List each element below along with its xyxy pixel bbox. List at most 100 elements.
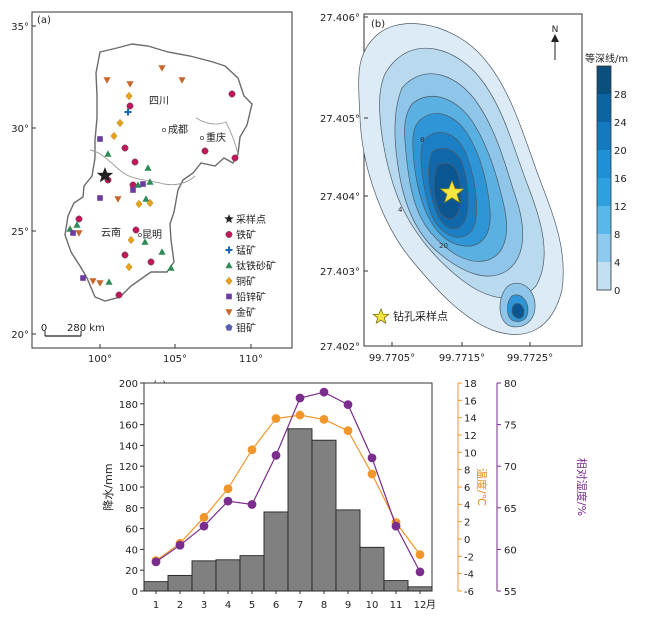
copper-ore-marker [116,118,124,128]
iron-ore-marker [115,291,123,299]
map-y-tick-label: 35° [11,22,29,33]
copper-ore-marker [127,235,135,245]
temperature-point [295,410,305,420]
panel-c-climate: (c) 020406080100120140160180200-6-4-2024… [101,379,589,611]
temp-axis-label: 温度/℃ [475,468,489,506]
iron-ore-marker [201,147,209,155]
precip-bar [215,559,241,592]
precip-tick-label: 120 [119,462,138,473]
precip-bar [311,439,337,592]
region-outline [64,43,253,302]
temp-tick-label: -6 [464,587,474,598]
iron-ore-marker [228,90,236,98]
panel-b-contour: (b) 4 8 20 N 钻孔采样点 27.406° 27.405° 27.404°… [320,13,628,364]
colorbar-band [597,262,611,291]
titanomagnetite-marker [142,195,150,202]
titanomagnetite-marker [141,238,149,245]
colorbar-tick-label: 20 [614,146,627,157]
colorbar-title: 等深线/m [585,52,628,65]
colorbar-tick-label: 28 [614,90,627,101]
sample-star-marker [96,167,114,183]
panel-a-label: (a) [37,15,51,26]
precip-bar [263,511,289,592]
contour-x-tick-label: 99.7705° [369,353,415,364]
copper-ore-marker [125,91,133,101]
precip-tick-label: 40 [125,545,138,556]
precip-tick-label: 20 [125,566,138,577]
map-markers [66,65,239,299]
month-tick-label: 9 [345,600,351,611]
temperature-point [367,469,377,479]
map-y-tick-label: 30° [11,124,29,135]
map-x-tick-label: 105° [163,354,187,365]
scale-bar-label: 280 km [67,323,105,334]
chengdu-dot [161,127,166,132]
copper-ore-marker [146,198,154,208]
legend-triangle-down-icon [225,309,233,316]
map-ticks: 35° 30° 25° 20° 100° 105° 110° [11,22,263,365]
month-tick-label: 4 [225,600,231,611]
temperature-point [415,550,425,559]
legend-diamond-icon [225,276,233,286]
temperature-point [319,415,329,424]
label-chengdu: 成都 [168,124,188,136]
map-x-tick-label: 110° [239,354,263,365]
legend-borehole-label: 钻孔采样点 [393,309,448,323]
precipitation-bars [143,428,433,592]
gold-ore-marker [126,81,134,88]
humidity-line [155,391,421,573]
colorbar-band [597,150,611,179]
legend-pentagon-icon [225,323,233,331]
gold-ore-marker [178,77,186,84]
legend-star-icon [372,308,390,324]
precip-bar [239,555,265,592]
temperature-line [155,414,421,562]
month-tick-label: 11 [390,600,403,611]
gold-ore-marker [158,65,166,72]
humidity-point [415,567,425,577]
colorbar-tick-label: 12 [614,202,627,213]
humidity-point [247,500,257,509]
titanomagnetite-marker [144,164,152,171]
north-label: N [552,25,559,35]
gold-ore-marker [114,196,122,203]
colorbar-band [597,66,611,95]
humidity-point [367,453,377,463]
label-kunming: 昆明 [142,229,162,241]
contour-label-4: 4 [398,206,403,214]
colorbar-band [597,94,611,123]
map-x-tick-label: 100° [88,354,112,365]
titanomagnetite-marker [66,225,74,232]
temp-tick-label: 4 [464,500,470,511]
gold-ore-marker [103,77,111,84]
month-tick-label: 1 [153,600,159,611]
colorbar-tick-label: 24 [614,118,627,129]
contour-y-tick-label: 27.403° [320,267,360,278]
legend-item-label: 钼矿 [236,322,256,335]
humidity-point [343,400,353,410]
contour-y-tick-label: 27.402° [320,342,360,353]
humidity-tick-label: 70 [504,462,517,473]
panel-b-label: (b) [371,19,385,30]
contour-label-20: 20 [439,242,448,250]
humidity-point [151,557,161,567]
lead-zinc-marker [80,275,86,281]
colorbar-band [597,122,611,151]
humidity-point [223,496,233,506]
humidity-point [199,521,209,531]
precip-bar [167,574,193,592]
lead-zinc-marker [70,230,76,236]
contour-y-tick-label: 27.405° [320,114,360,125]
precip-tick-label: 100 [119,483,138,494]
legend-item-label: 铅锌矿 [236,291,266,304]
precip-bar [359,546,385,592]
legend-square-icon [226,293,232,300]
panel-a-map: (a) 35° 30° 25° 20° 100° 105° 110° 四川 成都 重庆 云南… [11,11,293,365]
contour-x-tick-label: 99.7715° [439,353,485,364]
month-tick-label: 7 [297,600,303,611]
x-unit-label: 月 [426,599,436,611]
temperature-point [271,414,281,423]
contour-y-tick-label: 27.406° [320,13,360,24]
humidity-point [391,521,401,531]
precip-bar [287,428,313,592]
